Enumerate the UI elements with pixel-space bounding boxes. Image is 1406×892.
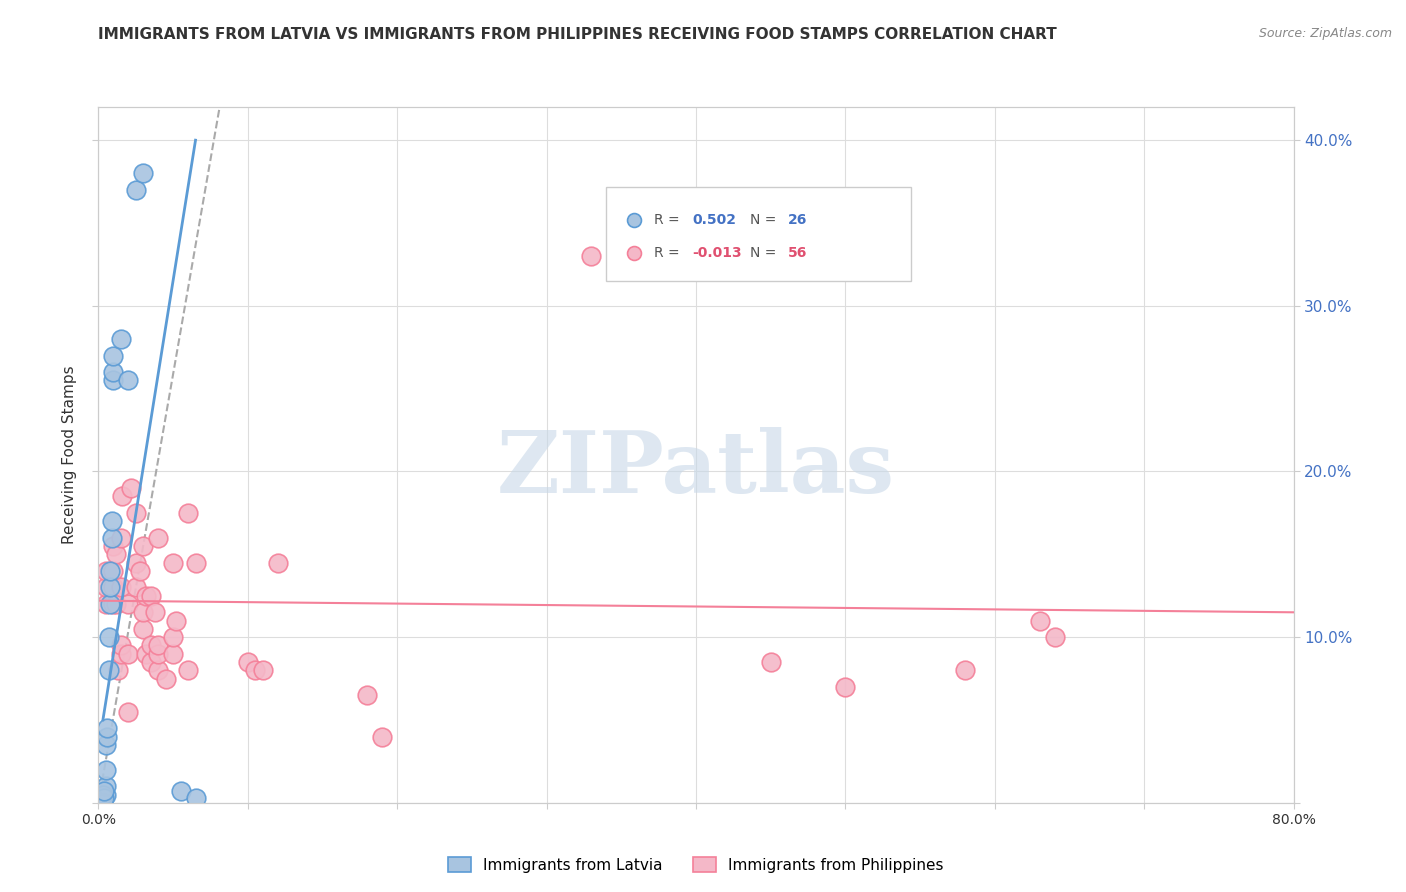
- Point: [1043, 630, 1066, 644]
- Text: Source: ZipAtlas.com: Source: ZipAtlas.com: [1258, 27, 1392, 40]
- Point: [103, 373, 125, 387]
- Point: [581, 249, 603, 263]
- FancyBboxPatch shape: [606, 187, 911, 281]
- Text: IMMIGRANTS FROM LATVIA VS IMMIGRANTS FROM PHILIPPINES RECEIVING FOOD STAMPS CORR: IMMIGRANTS FROM LATVIA VS IMMIGRANTS FRO…: [98, 27, 1057, 42]
- Point: [100, 564, 122, 578]
- Point: [135, 647, 157, 661]
- Point: [759, 655, 782, 669]
- Point: [94, 779, 117, 793]
- Legend: Immigrants from Latvia, Immigrants from Philippines: Immigrants from Latvia, Immigrants from …: [441, 850, 950, 879]
- Point: [143, 605, 166, 619]
- Text: 0.502: 0.502: [692, 213, 737, 227]
- Point: [1028, 614, 1050, 628]
- Point: [94, 788, 117, 802]
- Point: [93, 784, 115, 798]
- Point: [184, 790, 207, 805]
- Point: [97, 663, 120, 677]
- Point: [245, 663, 267, 677]
- Point: [125, 556, 148, 570]
- Point: [103, 597, 125, 611]
- Point: [177, 663, 200, 677]
- Point: [834, 680, 856, 694]
- Point: [94, 738, 117, 752]
- Y-axis label: Receiving Food Stamps: Receiving Food Stamps: [62, 366, 77, 544]
- Point: [139, 589, 162, 603]
- Point: [100, 597, 122, 611]
- Point: [162, 647, 184, 661]
- Point: [110, 531, 132, 545]
- Point: [103, 365, 125, 379]
- Point: [94, 597, 117, 611]
- Text: ZIPatlas: ZIPatlas: [496, 427, 896, 511]
- Point: [148, 639, 170, 653]
- Point: [117, 597, 139, 611]
- Point: [125, 183, 148, 197]
- Point: [120, 481, 142, 495]
- Point: [132, 166, 155, 180]
- Text: N =: N =: [749, 213, 780, 227]
- Point: [155, 672, 177, 686]
- Point: [162, 630, 184, 644]
- Point: [117, 373, 139, 387]
- Point: [139, 655, 162, 669]
- Point: [371, 730, 394, 744]
- Point: [105, 597, 128, 611]
- Point: [91, 796, 114, 810]
- Text: R =: R =: [654, 246, 685, 260]
- Point: [148, 647, 170, 661]
- Point: [117, 647, 139, 661]
- Point: [125, 581, 148, 595]
- Point: [953, 663, 976, 677]
- Point: [117, 705, 139, 719]
- Point: [96, 730, 118, 744]
- Point: [101, 514, 124, 528]
- Point: [135, 589, 157, 603]
- Point: [184, 556, 207, 570]
- Text: N =: N =: [749, 246, 780, 260]
- Point: [94, 581, 117, 595]
- Point: [169, 784, 191, 798]
- Point: [129, 564, 152, 578]
- Point: [110, 639, 132, 653]
- Point: [236, 655, 259, 669]
- Point: [267, 556, 290, 570]
- Text: R =: R =: [654, 213, 685, 227]
- Point: [103, 539, 125, 553]
- Text: -0.013: -0.013: [692, 246, 742, 260]
- Point: [103, 564, 125, 578]
- Point: [148, 531, 170, 545]
- Point: [132, 605, 155, 619]
- Point: [105, 547, 128, 561]
- Point: [96, 721, 118, 735]
- Point: [356, 688, 378, 702]
- Point: [252, 663, 274, 677]
- Point: [125, 506, 148, 520]
- Point: [110, 581, 132, 595]
- Point: [139, 639, 162, 653]
- Point: [94, 564, 117, 578]
- Point: [132, 539, 155, 553]
- Point: [91, 788, 114, 802]
- Point: [94, 763, 117, 777]
- Point: [107, 663, 129, 677]
- Point: [110, 647, 132, 661]
- Point: [101, 531, 124, 545]
- Point: [97, 630, 120, 644]
- Text: 26: 26: [787, 213, 807, 227]
- Point: [165, 614, 187, 628]
- Point: [177, 506, 200, 520]
- Point: [132, 622, 155, 636]
- Point: [148, 663, 170, 677]
- Point: [103, 581, 125, 595]
- Point: [110, 332, 132, 346]
- Point: [103, 349, 125, 363]
- Point: [100, 581, 122, 595]
- Point: [111, 489, 134, 503]
- Point: [162, 556, 184, 570]
- Text: 56: 56: [787, 246, 807, 260]
- Point: [93, 790, 115, 805]
